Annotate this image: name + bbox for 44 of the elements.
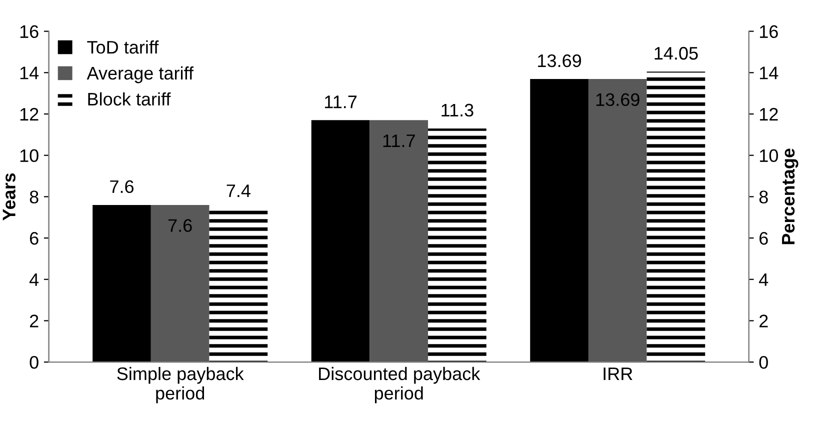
- legend-label: Block tariff: [88, 92, 171, 106]
- y2-tick-label: 10: [760, 149, 778, 162]
- y2-axis-title: Percentage: [782, 148, 798, 244]
- x-tick-label: IRR: [604, 368, 632, 380]
- y2-tick-label: 16: [760, 25, 778, 38]
- y-tick-label: 0: [30, 356, 38, 369]
- y-axis-title: Years: [2, 173, 16, 220]
- y-tick-label: 14: [20, 66, 39, 80]
- data-label: 13.69: [538, 54, 582, 68]
- y2-tick-label: 6: [760, 232, 768, 245]
- bar: [150, 204, 210, 362]
- data-label: 14.05: [654, 46, 698, 60]
- y-tick-label: 8: [30, 190, 38, 204]
- data-label: 7.6: [110, 180, 134, 194]
- y2-tick-label: 8: [759, 190, 768, 204]
- y2-tick-label: 12: [760, 108, 778, 121]
- legend-label: ToD tariff: [87, 40, 159, 54]
- bar: [92, 204, 151, 362]
- data-label: 11.7: [324, 96, 357, 108]
- y-tick-label: 6: [30, 232, 38, 245]
- y-tick-label: 12: [20, 108, 38, 121]
- data-label: 13.69: [596, 93, 640, 106]
- data-label: 11.3: [442, 104, 474, 117]
- data-label: 7.6: [168, 219, 192, 232]
- y-tick-label: 2: [30, 314, 38, 328]
- y-tick-label: 16: [20, 25, 38, 38]
- x-tick-label: Discounted payback period: [319, 366, 480, 404]
- bar: [311, 120, 370, 362]
- bar: [428, 128, 486, 362]
- y2-tick-label: 4: [759, 273, 768, 286]
- data-label: 7.4: [226, 184, 250, 198]
- bar: [588, 79, 647, 362]
- bar: [646, 72, 706, 362]
- y-tick-label: 10: [20, 149, 38, 162]
- y2-tick-label: 2: [760, 314, 768, 328]
- bar: [209, 209, 268, 362]
- bar: [530, 79, 588, 362]
- x-tick-label: Simple payback period: [117, 366, 244, 404]
- y-tick-label: 4: [29, 273, 39, 286]
- bar: [370, 120, 428, 362]
- legend-label: Average tariff: [86, 66, 194, 84]
- y2-tick-label: 14: [760, 66, 778, 80]
- y2-tick-label: 0: [759, 356, 768, 369]
- data-label: 11.7: [383, 134, 415, 147]
